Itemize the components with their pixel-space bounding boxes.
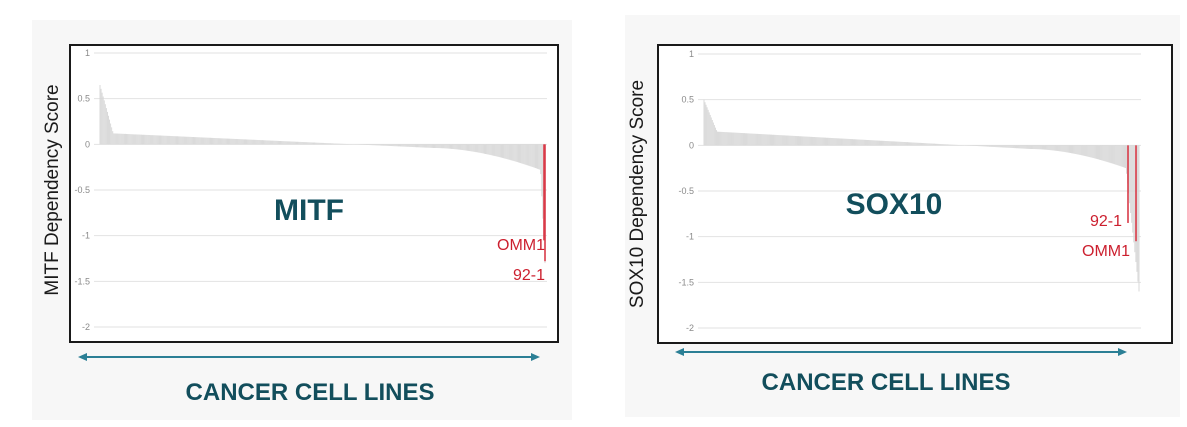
- sox10-x-axis-caption: CANCER CELL LINES: [762, 369, 1011, 396]
- mitf-plot-frame: [69, 44, 559, 343]
- mitf-y-tick-label: 0: [85, 139, 90, 149]
- mitf-y-tick-label: -2: [82, 322, 90, 332]
- sox10-y-tick-label: 0: [689, 140, 694, 150]
- mitf-panel: 1 0.5 0 -0.5 -1 -1.5 -2 MITF Dependency Score …: [0, 0, 590, 427]
- mitf-y-tick-label: 1: [85, 48, 90, 58]
- mitf-highlight-label-omm1: OMM1: [497, 237, 545, 254]
- sox10-chart: 1 0.5 0 -0.5 -1 -1.5 -2 SOX10 Dependency Score…: [627, 44, 1173, 396]
- sox10-panel: 1 0.5 0 -0.5 -1 -1.5 -2 SOX10 Dependency Score…: [600, 0, 1187, 427]
- mitf-bars: [99, 84, 546, 264]
- sox10-y-tick-label: -1: [686, 232, 694, 242]
- sox10-x-axis-arrow: [675, 348, 1127, 356]
- mitf-x-axis-caption: CANCER CELL LINES: [186, 379, 435, 406]
- sox10-bars: [703, 99, 1140, 292]
- mitf-x-axis-arrow: [78, 353, 540, 361]
- mitf-y-axis-label: MITF Dependency Score: [42, 84, 63, 295]
- sox10-y-tick-label: -2: [686, 323, 694, 333]
- mitf-y-tick-label: -1: [82, 231, 90, 241]
- sox10-y-axis-label: SOX10 Dependency Score: [627, 80, 648, 308]
- sox10-gene-title: SOX10: [846, 188, 943, 221]
- mitf-chart: 10.50-0.5-1-1.5-2 MITF Dependency Score …: [42, 44, 559, 406]
- mitf-tick-labels: 1 0.5 0 -0.5 -1 -1.5 -2: [74, 48, 90, 332]
- sox10-gridlines: [698, 53, 1141, 329]
- sox10-y-tick-label: 0.5: [681, 95, 694, 105]
- mitf-gene-title: MITF: [274, 194, 344, 227]
- sox10-highlight-label-omm1: OMM1: [1082, 243, 1130, 260]
- mitf-highlight-label-92-1: 92-1: [513, 267, 545, 284]
- sox10-y-tick-label: 1: [689, 49, 694, 59]
- sox10-highlight-label-92-1: 92-1: [1090, 213, 1122, 230]
- mitf-y-tick-label: -1.5: [74, 276, 90, 286]
- sox10-y-tick-label: -0.5: [678, 186, 694, 196]
- sox10-plot-frame: [657, 44, 1173, 344]
- mitf-y-tick-label: 0.5: [77, 94, 90, 104]
- mitf-y-tick-label: -0.5: [74, 185, 90, 195]
- sox10-tick-labels: 1 0.5 0 -0.5 -1 -1.5 -2: [678, 49, 694, 333]
- sox10-y-tick-label: -1.5: [678, 277, 694, 287]
